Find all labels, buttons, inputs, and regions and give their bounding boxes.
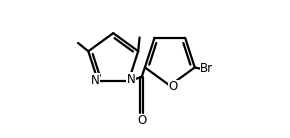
Text: N: N [91, 74, 100, 87]
Text: Br: Br [200, 62, 213, 75]
Text: O: O [169, 80, 178, 93]
Text: N: N [127, 73, 135, 86]
Text: O: O [137, 114, 146, 127]
